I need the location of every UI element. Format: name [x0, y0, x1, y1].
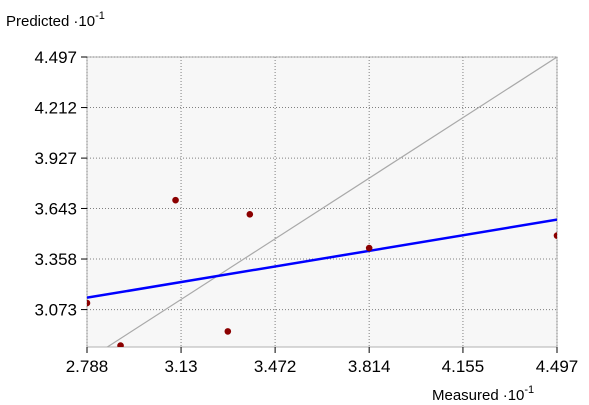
y-axis-title-text: Predicted: [6, 13, 69, 30]
x-tick-label: 3.472: [254, 357, 297, 376]
x-tick-label: 3.13: [165, 357, 198, 376]
data-point: [172, 196, 179, 204]
x-axis-ticks: 2.788 3.13 3.472 3.814 4.155 4.497: [66, 347, 579, 376]
x-tick-label: 4.155: [442, 357, 485, 376]
data-point: [87, 299, 91, 307]
data-point: [553, 232, 557, 239]
y-tick-label: 3.358: [34, 250, 77, 269]
x-tick-label: 3.814: [348, 357, 391, 376]
data-point: [246, 211, 254, 218]
x-axis-scale-exp: -1: [524, 384, 534, 396]
y-tick-label: 3.927: [34, 149, 77, 168]
y-tick-label: 4.497: [34, 48, 77, 67]
x-tick-label: 4.497: [536, 357, 579, 376]
x-axis-title-text: Measured: [432, 387, 499, 404]
regression-line: [87, 218, 557, 299]
data-points: [87, 196, 557, 347]
y-tick-label: 3.073: [34, 301, 77, 320]
data-point: [365, 244, 373, 252]
y-axis-scale-base: ·10: [73, 13, 95, 30]
data-point: [117, 342, 124, 347]
x-axis-scale-base: ·10: [503, 387, 525, 404]
x-tick-label: 2.788: [66, 357, 109, 376]
identity-line: [106, 57, 557, 347]
y-axis-scale-exp: -1: [95, 10, 105, 22]
x-axis-title: Measured ·10-1: [432, 384, 534, 404]
data-point: [224, 328, 232, 335]
plot-area: [86, 56, 558, 348]
y-tick-label: 4.212: [34, 99, 77, 118]
y-tick-label: 3.643: [34, 199, 77, 218]
y-axis-title: Predicted ·10-1: [6, 10, 105, 30]
y-axis-ticks: 3.073 3.358 3.643 3.927 4.212 4.497: [34, 48, 87, 320]
